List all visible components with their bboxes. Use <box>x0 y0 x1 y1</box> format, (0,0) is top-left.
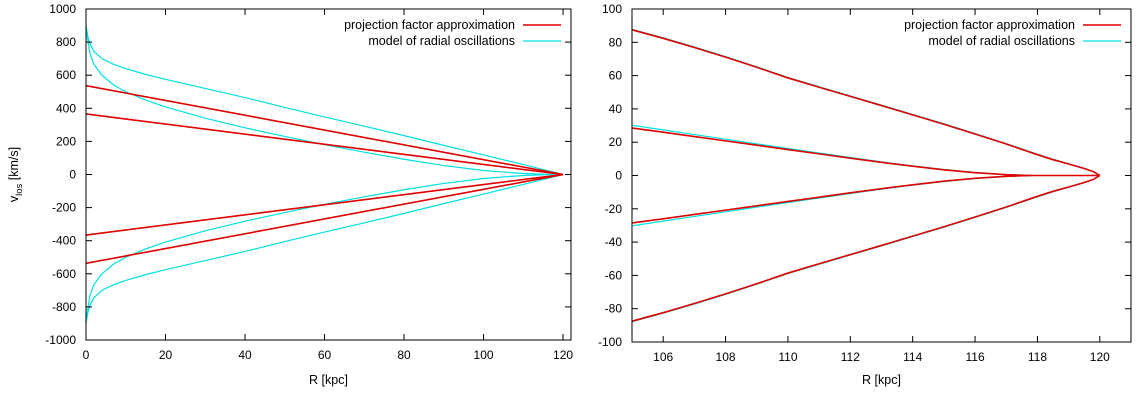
x-tick-label: 108 <box>716 350 736 364</box>
plot-area <box>632 28 1101 323</box>
legend-label: projection factor approximation <box>344 18 515 32</box>
y-tick-label: 600 <box>56 68 76 82</box>
series-radial-curve-2 <box>86 173 564 324</box>
series-radial-curve-1 <box>632 28 1101 177</box>
y-tick-label: -600 <box>52 267 76 281</box>
y-tick-label: -100 <box>598 335 622 349</box>
y-tick-label: -200 <box>52 201 76 215</box>
legend: projection factor approximation model of … <box>344 18 561 48</box>
legend-label: model of radial oscillations <box>368 34 515 48</box>
y-tick-label: -60 <box>605 268 623 282</box>
plot-frame <box>85 8 572 341</box>
series-projection-curve-3 <box>632 127 1032 177</box>
x-tick-label: 116 <box>965 350 984 364</box>
series-projection-curve-2 <box>632 174 1101 322</box>
x-tick-label: 100 <box>474 348 494 362</box>
x-tick-label: 110 <box>778 350 797 364</box>
y-tick-label: 800 <box>56 35 76 49</box>
y-tick-label: 0 <box>615 169 622 183</box>
legend: projection factor approximation model of … <box>904 18 1121 48</box>
y-tick-label: 60 <box>609 69 623 83</box>
legend-label: projection factor approximation <box>904 18 1075 32</box>
x-tick-label: 0 <box>83 348 90 362</box>
y-tick-label: 400 <box>56 101 76 115</box>
y-tick-label: -1000 <box>45 333 76 347</box>
x-tick-label: 114 <box>903 350 922 364</box>
series-projection-curve-2 <box>86 113 564 176</box>
y-tick-label: -800 <box>52 300 76 314</box>
x-tick-label: 106 <box>653 350 673 364</box>
y-tick-label: 20 <box>609 135 623 149</box>
x-tick-label: 118 <box>1028 350 1047 364</box>
series-radial-curve-3 <box>86 28 556 176</box>
y-tick-label: 80 <box>609 35 623 49</box>
y-tick-label: 100 <box>602 2 622 16</box>
series-projection-curve-1 <box>632 29 1101 177</box>
series-radial-curve-4 <box>86 173 556 321</box>
plot-area <box>86 25 564 324</box>
series-projection-curve-1 <box>86 84 564 176</box>
series-radial-curve-2 <box>632 174 1101 323</box>
x-axis-title: R [kpc] <box>862 373 901 387</box>
series-radial-curve-1 <box>86 25 564 176</box>
y-tick-label: 1000 <box>49 2 76 16</box>
chart-panel-2: 106 108 110 112 114 116 118 120 -100 -80 -60 -40 -20… <box>598 2 1132 387</box>
y-tick-label: -40 <box>605 235 623 249</box>
y-tick-label: 200 <box>56 134 76 148</box>
x-tick-label: 112 <box>841 350 860 364</box>
x-tick-label: 20 <box>159 348 173 362</box>
x-tick-label: 80 <box>397 348 411 362</box>
chart-panel-1: 0 20 40 60 80 100 120 -1000 -800 -600 -400 -200 0 200… <box>7 2 573 387</box>
series-projection-curve-4 <box>632 174 1032 224</box>
series-projection-curve-4 <box>86 173 564 265</box>
x-tick-label: 40 <box>238 348 252 362</box>
y-tick-label: 40 <box>609 102 623 116</box>
y-tick-label: -80 <box>605 302 623 316</box>
x-tick-label: 120 <box>1090 350 1110 364</box>
y-tick-label: -400 <box>52 234 76 248</box>
y-tick-label: -20 <box>605 202 623 216</box>
x-tick-label: 120 <box>553 348 573 362</box>
series-projection-curve-3 <box>86 173 564 236</box>
legend-label: model of radial oscillations <box>928 34 1075 48</box>
x-axis-title: R [kpc] <box>309 373 348 387</box>
y-axis-title: vlos [km/s] <box>7 147 25 202</box>
y-tick-label: 0 <box>69 168 76 182</box>
x-tick-label: 60 <box>318 348 332 362</box>
